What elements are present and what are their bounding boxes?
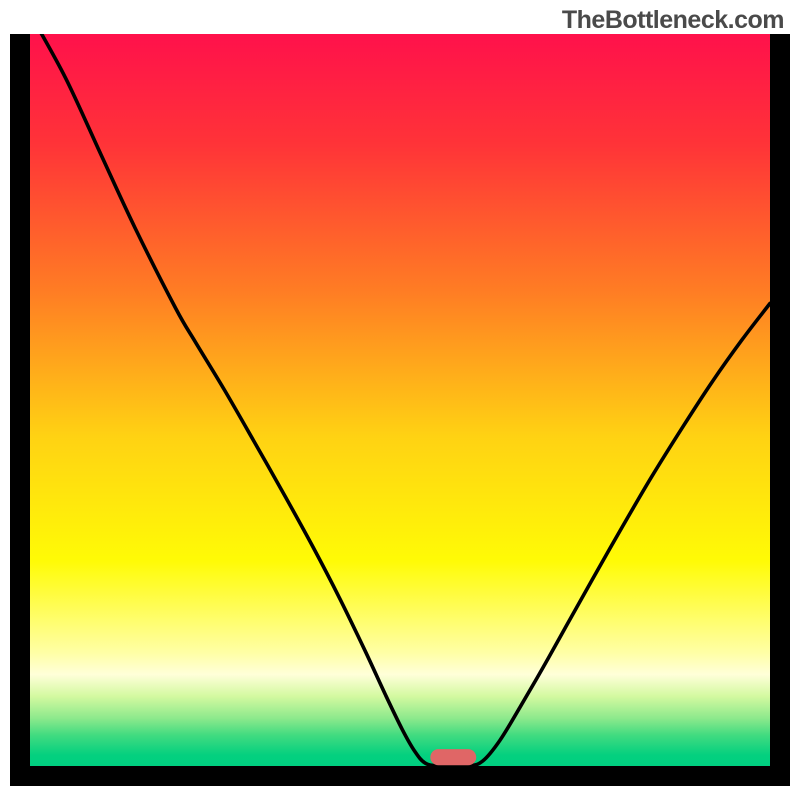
gradient-background — [30, 34, 770, 766]
y-axis-right — [770, 34, 790, 786]
y-axis-left — [10, 34, 30, 786]
x-axis — [10, 766, 790, 786]
chart-container: TheBottleneck.com — [0, 0, 800, 800]
watermark-text: TheBottleneck.com — [562, 6, 784, 35]
bottleneck-chart — [0, 0, 800, 800]
optimal-marker — [430, 749, 476, 765]
